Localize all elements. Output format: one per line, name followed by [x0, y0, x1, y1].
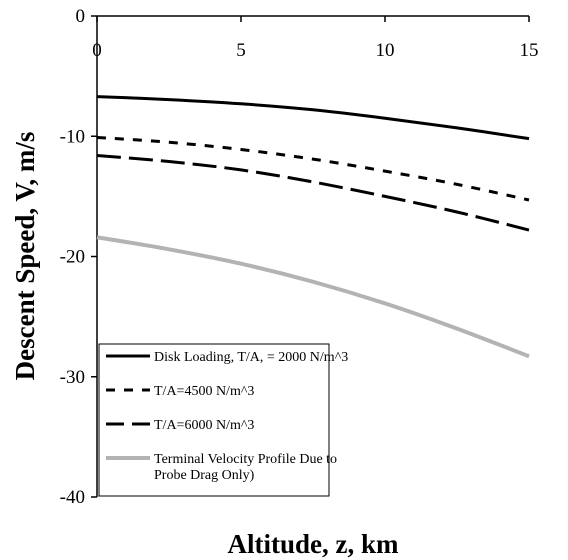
- x-tick-label: 0: [92, 40, 102, 61]
- y-tick-label: -20: [60, 247, 85, 268]
- y-tick-label: -10: [60, 126, 85, 147]
- legend-label-2: T/A=4500 N/m^3: [154, 384, 254, 399]
- x-tick-label: 5: [236, 40, 246, 61]
- x-ticks: 0 5 10 15: [92, 16, 539, 61]
- x-tick-label: 15: [520, 40, 539, 61]
- series-line-1: [96, 95, 530, 141]
- x-tick-label: 10: [376, 40, 395, 61]
- series-line-2: [96, 135, 530, 202]
- series-line-3: [96, 153, 530, 232]
- legend-label-4: Probe Drag Only): [154, 468, 255, 483]
- legend-label-3: T/A=6000 N/m^3: [154, 418, 254, 433]
- legend-label-4: Terminal Velocity Profile Due to: [154, 452, 337, 467]
- legend-box: [98, 343, 330, 497]
- y-axis-title: Descent Speed, V, m/s: [10, 132, 40, 381]
- y-tick-label: -30: [60, 367, 85, 388]
- x-axis-title: Altitude, z, km: [228, 529, 400, 559]
- y-tick-label: -40: [60, 487, 85, 508]
- series-line-4: [96, 235, 530, 359]
- series-layer: [96, 95, 530, 359]
- y-ticks: 0 -10 -20 -30 -40: [60, 6, 97, 508]
- y-tick-label: 0: [76, 6, 86, 27]
- legend-label-1: Disk Loading, T/A, = 2000 N/m^3: [154, 350, 348, 365]
- legend: Disk Loading, T/A, = 2000 N/m^3 T/A=4500 …: [98, 343, 348, 497]
